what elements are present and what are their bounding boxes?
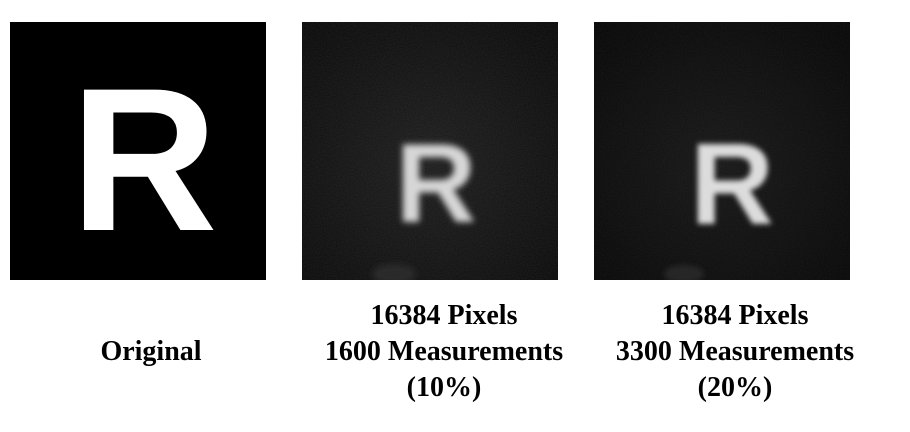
reconstruction-20-canvas: R (594, 22, 850, 280)
caption-20-pixels: 16384 Pixels (661, 300, 809, 331)
original-letter: R (70, 46, 217, 274)
reconstruction-10-canvas: R (302, 22, 558, 280)
caption-20-percent: (20%) (697, 372, 773, 403)
original-image-canvas: R (10, 22, 266, 280)
caption-original-line-1: Original (100, 336, 202, 367)
reconstruction-20-image: R (594, 22, 850, 280)
caption-reconstruction-10: 16384 Pixels 1600 Measurements (10%) (296, 298, 592, 406)
original-image: R (10, 22, 266, 280)
caption-10-measurements: 1600 Measurements (324, 336, 564, 367)
reconstruction-10-image: R (302, 22, 558, 280)
caption-original: Original (10, 334, 292, 370)
reconstruction-10-letter: R (396, 121, 477, 246)
caption-10-pixels: 16384 Pixels (370, 300, 518, 331)
caption-reconstruction-20: 16384 Pixels 3300 Measurements (20%) (590, 298, 880, 406)
reconstruction-20-letter: R (690, 119, 774, 249)
caption-10-percent: (10%) (406, 372, 482, 403)
caption-20-measurements: 3300 Measurements (615, 336, 855, 367)
